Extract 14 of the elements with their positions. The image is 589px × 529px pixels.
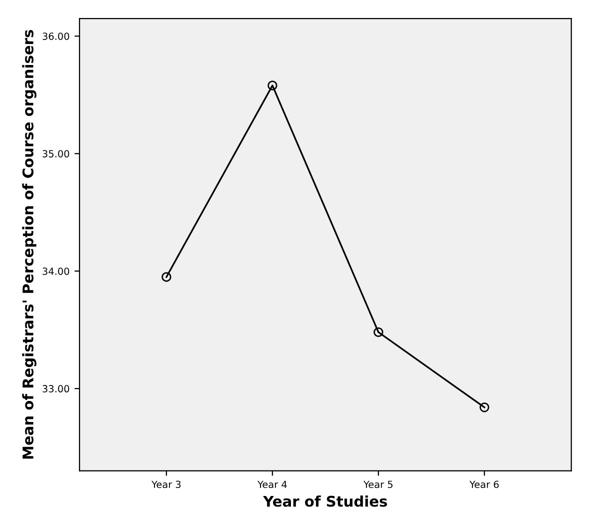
x-tick-label: Year 6 <box>469 480 499 488</box>
x-tick-label: Year 5 <box>363 480 392 488</box>
point <box>162 272 172 282</box>
x-axis-title: Year of Studies <box>263 495 387 507</box>
point <box>268 80 278 90</box>
y-tick-label: 35.00 <box>42 150 70 158</box>
x-tick-label: Year 3 <box>151 480 181 488</box>
point <box>480 402 490 412</box>
y-tick-label: 33.00 <box>42 385 70 392</box>
y-axis-title: Mean of Registrars' Perception of Course organisers <box>22 30 36 459</box>
y-tick-label: 34.00 <box>42 268 70 275</box>
point <box>374 327 384 338</box>
x-tick-label: Year 4 <box>257 480 287 488</box>
y-tick-label: 36.00 <box>42 32 70 40</box>
